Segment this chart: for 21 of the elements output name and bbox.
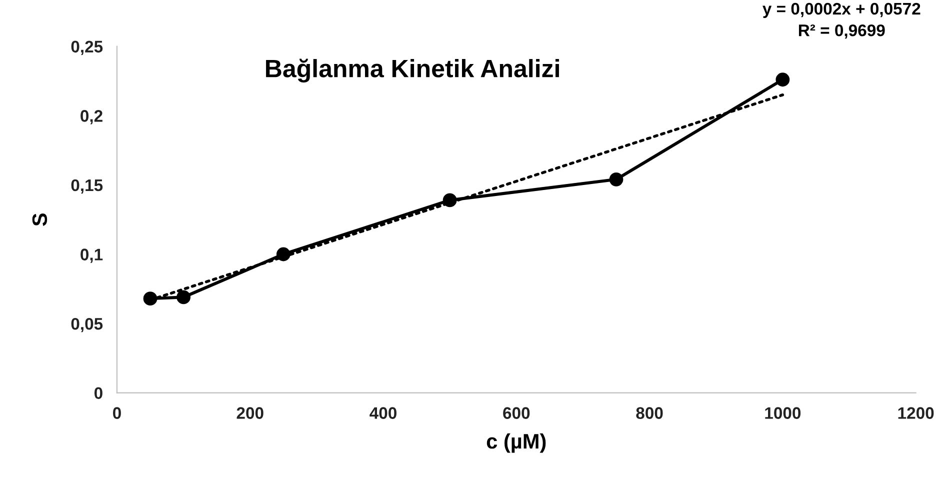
y-tick-label: 0,1 — [80, 248, 103, 263]
x-tick-label: 200 — [236, 407, 264, 419]
x-tick-label: 0 — [113, 407, 121, 419]
x-tick-label: 600 — [503, 407, 530, 419]
text: y = 0,0002x + 0,0572 R² = 0,9699 — [762, 2, 920, 39]
point — [176, 290, 190, 304]
x-tick-label: 800 — [636, 407, 663, 419]
y-tick-label: 0,05 — [71, 318, 103, 332]
y-tick-label: 0 — [94, 387, 102, 400]
point — [143, 292, 158, 306]
chart-title: Bağlanma Kinetik Analizi — [266, 58, 559, 82]
y-tick-label: 0,2 — [80, 110, 102, 124]
y-tick-label: 0,25 — [71, 40, 103, 55]
point — [776, 72, 790, 87]
x-axis-title: c (µM) — [486, 433, 546, 453]
y-tick-label: 0,15 — [71, 179, 103, 194]
y-axis-title: S — [32, 213, 48, 226]
x-tick-label: 1000 — [765, 407, 801, 419]
x-tick-label: 1200 — [898, 407, 934, 419]
point — [609, 172, 624, 186]
x-tick-label: 400 — [370, 407, 396, 419]
